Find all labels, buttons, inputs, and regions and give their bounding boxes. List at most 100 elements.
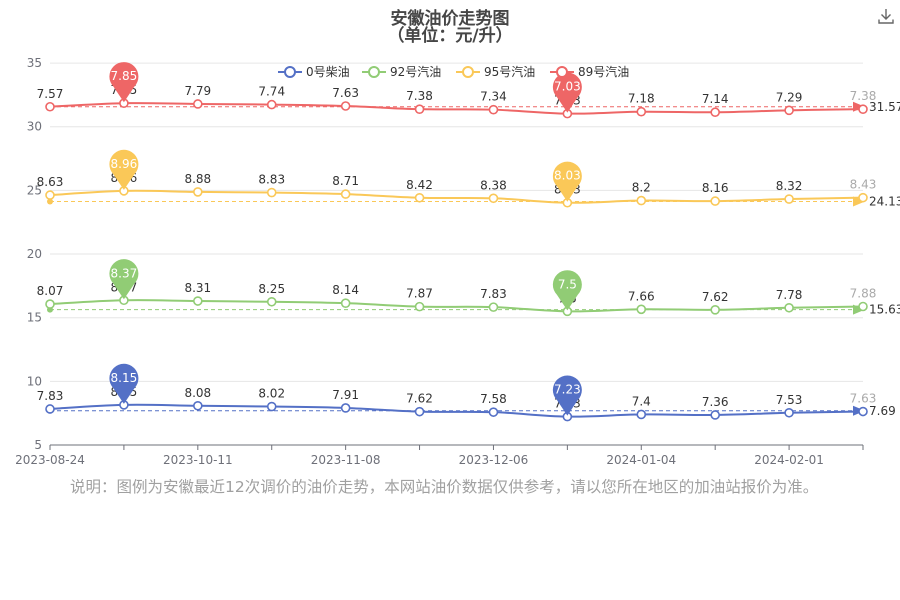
legend-label: 92号汽油	[390, 64, 441, 79]
data-point	[858, 104, 868, 114]
pin-value-label: 8.15	[111, 371, 138, 385]
y-tick-label: 5	[34, 438, 42, 452]
data-label: 7.29	[776, 90, 803, 104]
max-min-pin: 8.37	[109, 259, 139, 300]
download-icon[interactable]	[876, 6, 896, 26]
x-tick-label: 2023-11-08	[311, 453, 381, 467]
data-point	[193, 400, 203, 411]
data-point	[266, 187, 277, 198]
data-label: 7.57	[37, 87, 64, 101]
pin-value-label: 8.37	[111, 266, 138, 280]
y-tick-label: 10	[27, 374, 42, 388]
pin-value-label: 8.03	[554, 169, 581, 183]
data-point	[45, 190, 55, 200]
data-point	[710, 410, 720, 420]
data-label: 8.43	[850, 178, 877, 192]
data-point	[784, 194, 794, 204]
x-tick-label: 2024-01-04	[606, 453, 676, 467]
average-arrow	[853, 196, 865, 207]
data-label: 7.63	[850, 392, 877, 406]
data-label: 8.38	[480, 178, 507, 192]
data-point	[266, 99, 277, 110]
data-point	[488, 302, 499, 312]
data-point	[340, 298, 351, 308]
pin-marker	[552, 375, 582, 416]
data-point	[488, 104, 499, 115]
data-label: 7.66	[628, 289, 655, 303]
data-label: 7.83	[480, 287, 507, 301]
data-point	[193, 187, 203, 197]
data-point	[710, 196, 720, 206]
pin-value-label: 7.5	[558, 277, 577, 291]
data-point	[636, 304, 647, 315]
y-tick-label: 25	[27, 183, 42, 197]
legend-item[interactable]: 95号汽油	[456, 64, 535, 79]
data-point	[636, 409, 647, 420]
data-label: 8.07	[37, 284, 64, 298]
data-label: 8.31	[184, 281, 211, 295]
data-point	[266, 401, 277, 412]
pin-marker	[109, 363, 139, 404]
max-min-pin: 8.96	[109, 149, 139, 190]
data-label: 8.32	[776, 179, 803, 193]
data-label: 8.42	[406, 178, 433, 192]
data-label: 7.79	[184, 84, 211, 98]
pin-value-label: 8.96	[111, 157, 138, 171]
data-point	[784, 407, 794, 418]
data-label: 7.18	[628, 92, 655, 106]
data-label: 7.58	[480, 392, 507, 406]
series-line	[49, 403, 864, 418]
y-tick-label: 20	[27, 247, 42, 261]
chart-title: 安徽油价走势图	[390, 9, 510, 29]
max-min-pin: 7.23	[552, 375, 582, 416]
series-line	[49, 299, 864, 313]
x-tick-label: 2023-12-06	[459, 453, 529, 467]
x-tick-label: 2024-02-01	[754, 453, 824, 467]
pin-marker	[552, 161, 582, 202]
data-label: 8.2	[632, 181, 651, 195]
data-label: 7.63	[332, 86, 359, 100]
series-line	[49, 102, 864, 115]
data-point	[414, 301, 425, 312]
legend-marker	[284, 66, 296, 78]
legend-marker	[462, 66, 474, 78]
data-label: 8.83	[258, 173, 285, 187]
pin-marker	[109, 149, 139, 190]
data-label: 7.53	[776, 393, 803, 407]
data-point	[636, 195, 647, 206]
data-label: 8.08	[184, 386, 211, 400]
data-point	[340, 403, 351, 413]
data-label: 7.36	[702, 395, 729, 409]
data-label: 8.14	[332, 283, 359, 297]
data-label: 8.25	[258, 282, 285, 296]
data-label: 7.78	[776, 288, 803, 302]
legend-item[interactable]: 92号汽油	[362, 64, 441, 79]
legend-label: 95号汽油	[484, 64, 535, 79]
pin-marker	[552, 72, 582, 113]
data-point	[340, 101, 351, 111]
y-tick-label: 15	[27, 311, 42, 325]
data-label: 7.62	[406, 392, 433, 406]
data-label: 7.38	[850, 89, 877, 103]
data-point	[710, 107, 720, 118]
average-start-dot	[47, 198, 53, 205]
data-label: 7.87	[406, 287, 433, 301]
chart-note: 说明：图例为安徽最近12次调价的油价走势，本网站油价数据仅供参考，请以您所在地区…	[70, 478, 819, 496]
max-min-pin: 7.03	[552, 72, 582, 113]
data-point	[45, 404, 55, 414]
data-point	[193, 296, 203, 306]
data-point	[193, 99, 203, 109]
data-point	[710, 305, 720, 315]
legend-item[interactable]: 89号汽油	[550, 64, 629, 79]
data-point	[414, 192, 425, 203]
pin-value-label: 7.85	[111, 69, 138, 83]
data-label: 8.71	[332, 174, 359, 188]
legend-item[interactable]: 0号柴油	[278, 65, 350, 79]
pin-marker	[109, 62, 139, 103]
pin-value-label: 7.03	[554, 80, 581, 94]
data-point	[488, 193, 499, 204]
x-tick-label: 2023-08-24	[15, 453, 85, 467]
data-label: 7.88	[850, 286, 877, 300]
